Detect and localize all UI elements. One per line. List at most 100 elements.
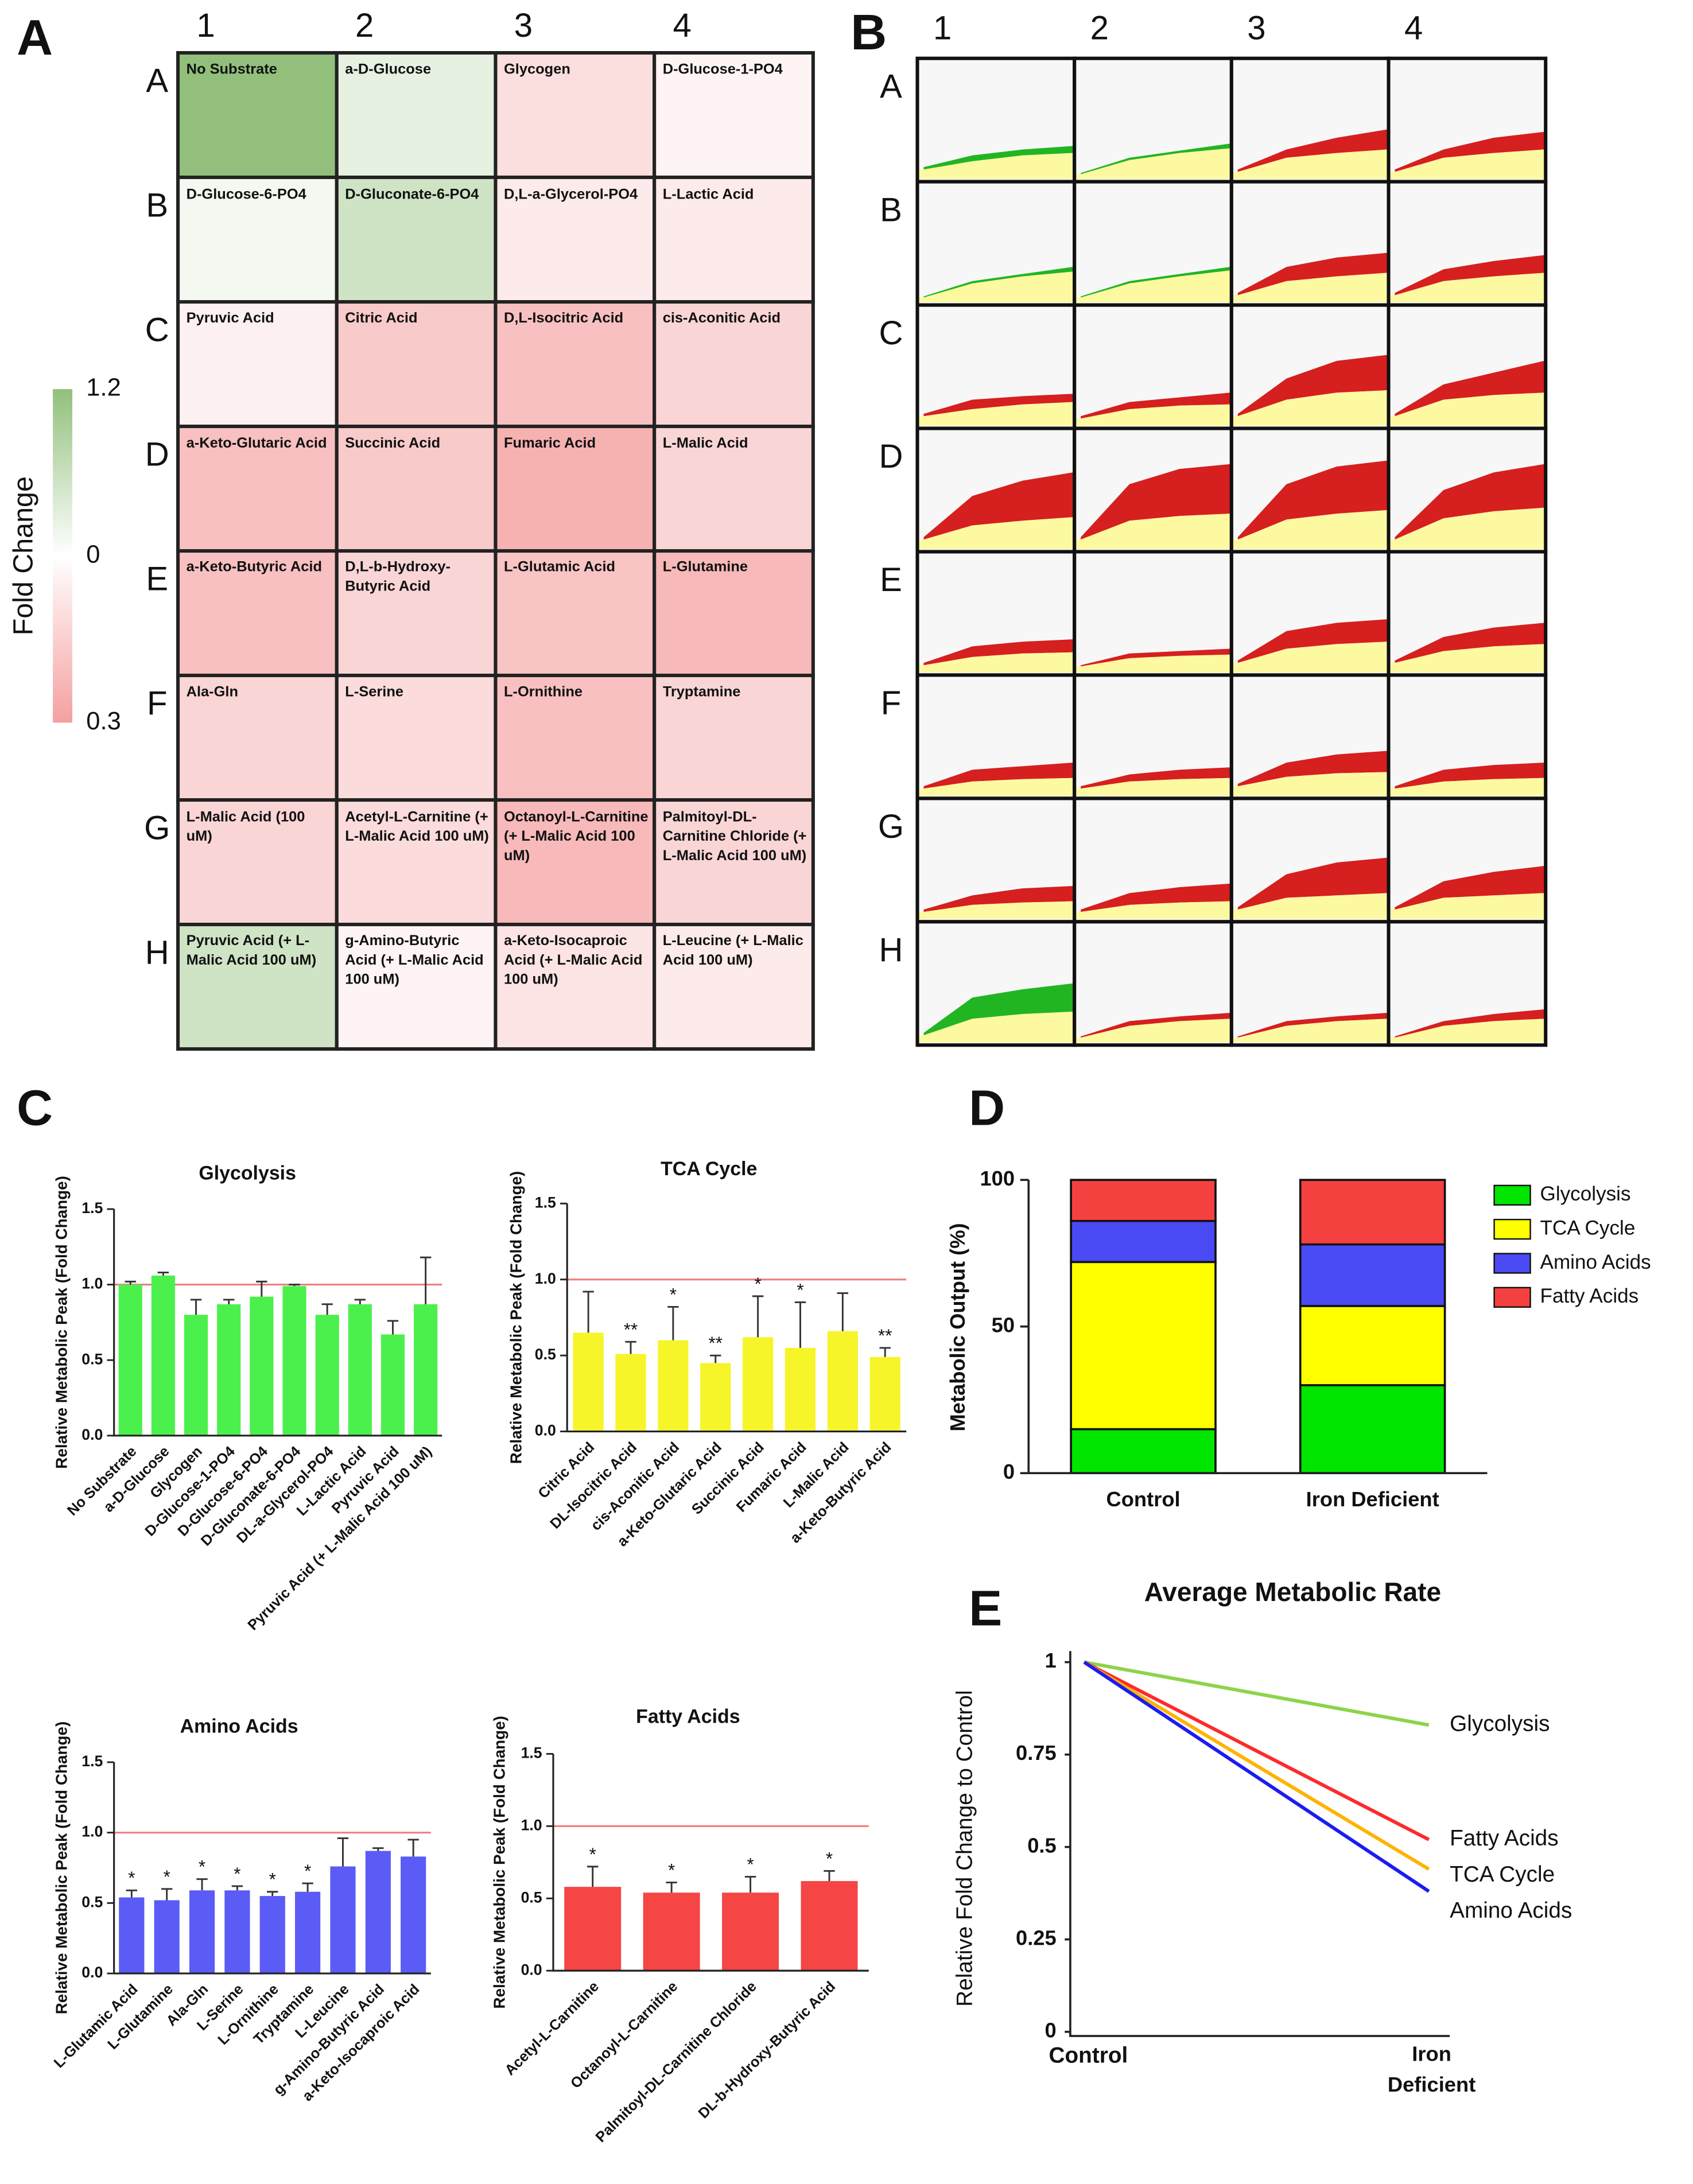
cell-label-box: D-Glucose-1-PO4 — [663, 61, 783, 78]
response-band — [1395, 464, 1544, 540]
cell-label-box: Glycogen — [504, 61, 570, 78]
row-label: E — [146, 561, 168, 598]
bar — [869, 1357, 900, 1432]
error-bar — [752, 1295, 764, 1338]
heatmap-cell — [494, 923, 657, 1051]
baseline-area — [1233, 273, 1388, 302]
baseline-area — [1075, 778, 1230, 796]
legend-label: TCA Cycle — [1540, 1217, 1636, 1239]
heatmap-cell — [335, 300, 498, 429]
cell-label: Ala-Gln — [186, 683, 239, 701]
row-label: E — [880, 561, 902, 599]
cell-label: Citric Acid — [345, 310, 418, 327]
y-tick-label: 1.0 — [521, 1816, 542, 1833]
response-band — [1237, 857, 1387, 910]
response-band — [1081, 883, 1230, 912]
row-label: A — [146, 63, 168, 100]
cell-label: D,L-b-Hydroxy-Butyric Acid — [345, 559, 451, 596]
heatmap-cell — [494, 549, 657, 678]
line-series — [1083, 1661, 1430, 1893]
error-bar — [223, 1299, 235, 1304]
heatmap-cell — [494, 674, 657, 802]
heatmap-cell — [653, 51, 815, 180]
y-tick-label: 0.5 — [81, 1893, 103, 1910]
y-tick-label: 0.25 — [1016, 1926, 1057, 1949]
baseline-area — [1075, 404, 1230, 426]
heatmap-cell — [335, 176, 498, 304]
y-tick-label: 50 — [992, 1313, 1015, 1336]
legend-swatch — [1493, 1184, 1531, 1206]
significance-label: * — [670, 1284, 677, 1304]
significance-label: * — [164, 1867, 170, 1887]
bar — [154, 1900, 180, 1974]
heatmap-cell — [653, 923, 815, 1051]
bar-segment — [1070, 1261, 1217, 1431]
cell-label-box: Pyruvic Acid (+ L-Malic Acid 100 uM) — [187, 933, 317, 969]
column-label: 4 — [673, 7, 691, 44]
error-bar — [354, 1299, 366, 1304]
cell-label: L-Malic Acid (100 uM) — [186, 808, 305, 845]
line-series — [1083, 1660, 1430, 1841]
cell-label-box: No Substrate — [187, 61, 277, 78]
legend-swatch — [1493, 1287, 1531, 1308]
y-tick-label: 1 — [1045, 1649, 1057, 1672]
bar — [259, 1896, 285, 1974]
cell-label-box: D-Glucose-6-PO4 — [187, 186, 306, 203]
cell-label: a-Keto-Isocaproic Acid (+ L-Malic Acid 1… — [504, 932, 643, 989]
cell-label-box: a-D-Glucose — [345, 61, 431, 78]
x-tick-label: Control — [1106, 1487, 1181, 1511]
cell-label-box: L-Ornithine — [504, 684, 583, 701]
bar-segment — [1070, 1179, 1217, 1222]
cell-label: Acetyl-L-Carnitine (+ L-Malic Acid 100 u… — [345, 808, 489, 845]
column-label: 3 — [1247, 10, 1265, 47]
colorbar-tick-label: 1.2 — [86, 374, 121, 402]
error-bar — [710, 1354, 721, 1363]
baseline-area — [1233, 390, 1388, 426]
error-bar — [794, 1301, 806, 1348]
colorbar-tick-label: 0 — [86, 541, 100, 568]
bar — [801, 1881, 858, 1971]
column-label: 1 — [196, 7, 215, 44]
cell-label-box: Palmitoyl-DL-Carnitine Chloride (+ L-Mal… — [663, 809, 807, 864]
cell-label-box: cis-Aconitic Acid — [663, 310, 781, 327]
error-bar — [824, 1870, 835, 1882]
error-bar — [196, 1878, 208, 1891]
row-label: H — [145, 934, 169, 971]
cell-label-box: Fumaric Acid — [504, 434, 596, 452]
baseline-area — [1233, 772, 1388, 796]
baseline-area — [1389, 393, 1544, 426]
panel-letter: E — [969, 1580, 1002, 1636]
heatmap-cell — [653, 674, 815, 802]
cell-label-box: Pyruvic Acid — [187, 310, 274, 327]
baseline-area — [1075, 654, 1230, 673]
baseline-area — [1233, 149, 1388, 179]
axis — [552, 1754, 869, 1972]
row-label: F — [881, 685, 902, 722]
series-label: Amino Acids — [1450, 1898, 1572, 1923]
legend-swatch — [1493, 1253, 1531, 1274]
bar-segment — [1299, 1179, 1446, 1246]
significance-label: ** — [708, 1333, 722, 1353]
error-bar — [372, 1847, 384, 1851]
y-tick-label: 0.5 — [1027, 1833, 1056, 1857]
response-band — [1237, 460, 1387, 540]
bar — [700, 1363, 731, 1432]
row-label: B — [146, 187, 168, 224]
error-bar — [125, 1280, 136, 1285]
cell-label: L-Leucine (+ L-Malic Acid 100 uM) — [662, 932, 803, 969]
chart-title: Amino Acids — [180, 1715, 298, 1737]
baseline-area — [918, 901, 1073, 919]
cell-label: Fumaric Acid — [504, 434, 596, 452]
bar — [658, 1340, 689, 1432]
response-band — [1237, 619, 1387, 663]
bar — [380, 1334, 405, 1436]
error-bar — [407, 1839, 419, 1857]
error-bar — [289, 1284, 300, 1287]
cell-label-box: D,L-b-Hydroxy-Butyric Acid — [345, 559, 451, 596]
cell-label-box: L-Leucine (+ L-Malic Acid 100 uM) — [662, 932, 803, 969]
y-axis-label: Relative Fold Change to Control — [953, 1690, 977, 2006]
bar — [184, 1315, 208, 1436]
heatmap-cell — [335, 549, 498, 678]
response-band — [923, 763, 1073, 789]
significance-label: * — [304, 1861, 311, 1881]
